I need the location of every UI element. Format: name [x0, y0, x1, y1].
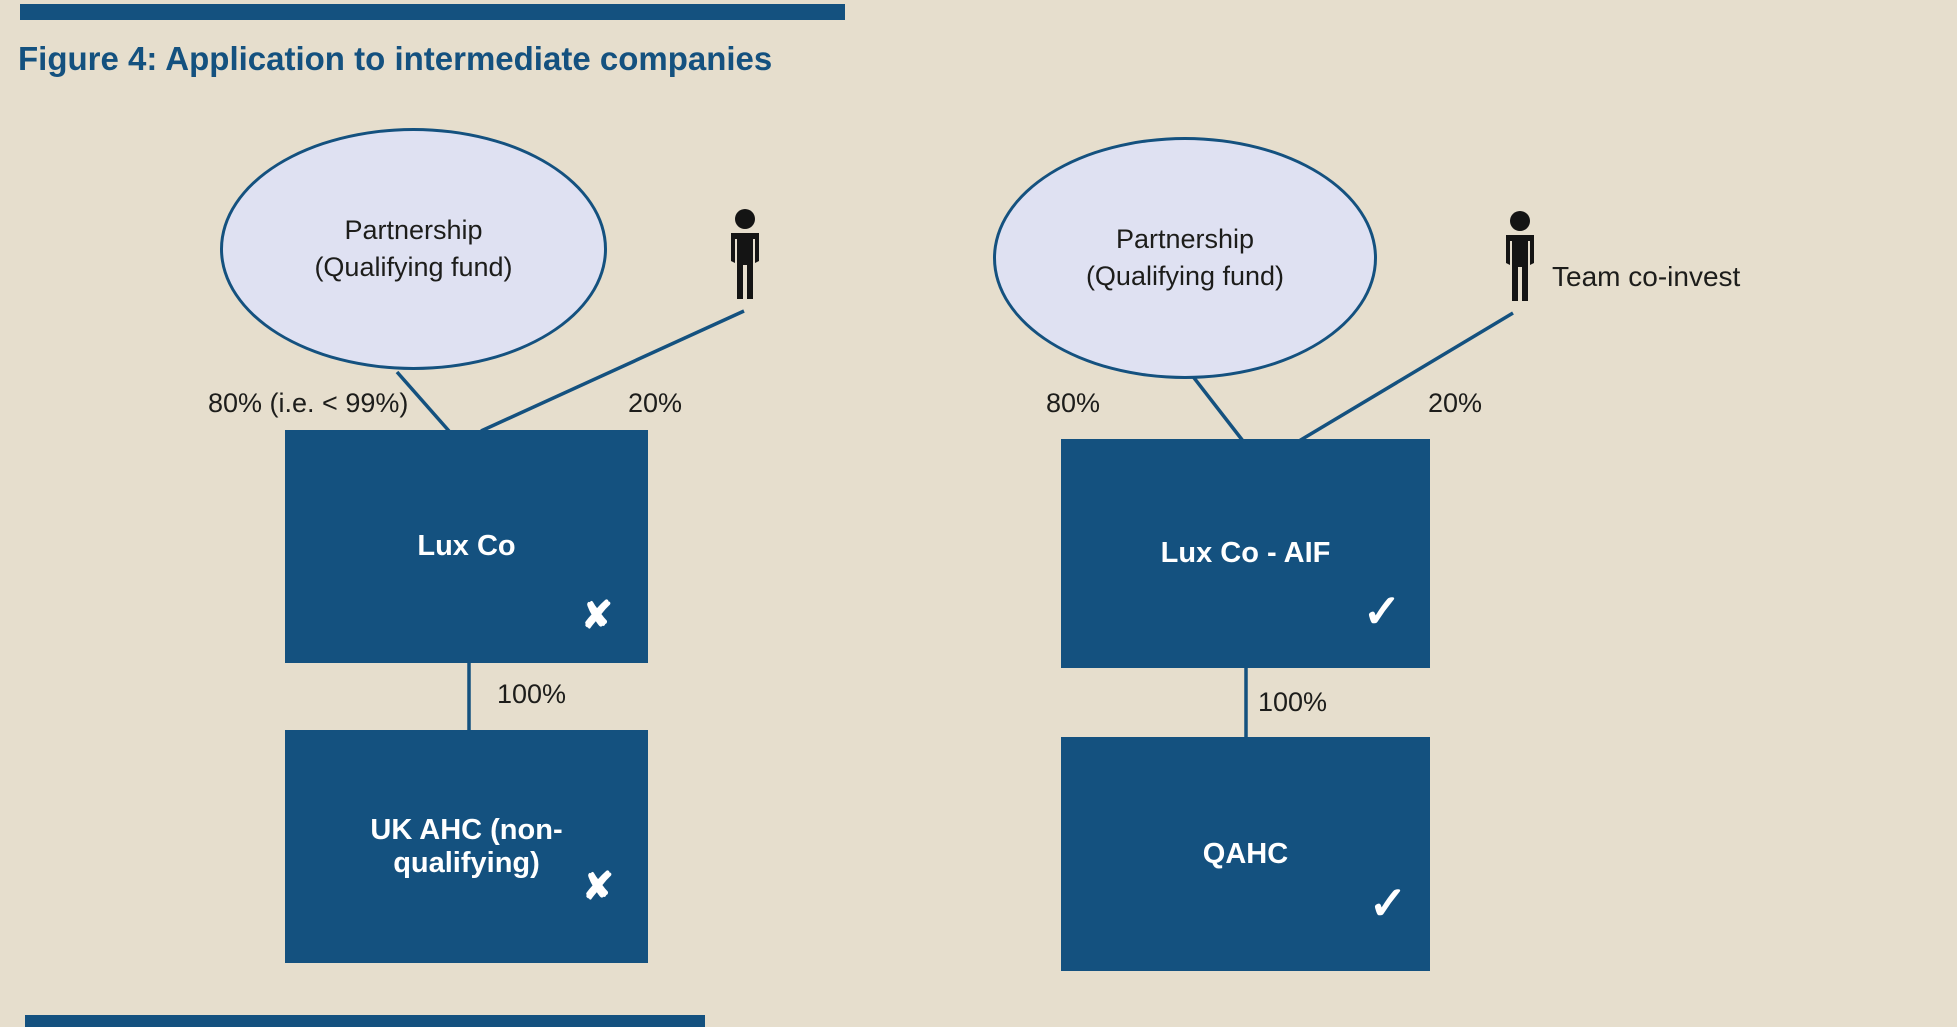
cross-mark-icon: ✘: [582, 866, 614, 908]
right-owner-connector-line: [1189, 372, 1245, 443]
check-mark-icon: ✓: [1368, 877, 1408, 929]
left-coinvest-percentage: 20%: [628, 388, 683, 418]
right-luxco-aif-label: Lux Co - AIF: [1160, 537, 1331, 569]
right-subsidiary-percentage: 100%: [1258, 687, 1328, 717]
left-partnership-label: Partnership (Qualifying fund): [314, 212, 512, 286]
right-partnership-line1: Partnership: [1115, 224, 1255, 254]
left-ukahc-box: UK AHC (non-qualifying) ✘: [285, 730, 648, 963]
right-qahc-label: QAHC: [1202, 837, 1289, 870]
bottom-accent-bar: [25, 1015, 705, 1027]
left-luxco-box: Lux Co ✘: [285, 430, 648, 663]
check-mark-icon: ✓: [1362, 585, 1402, 637]
person-icon: [725, 209, 765, 301]
right-qahc-box: QAHC ✓: [1061, 737, 1430, 971]
right-luxco-aif-box: Lux Co - AIF ✓: [1061, 439, 1430, 668]
left-luxco-label: Lux Co: [417, 530, 516, 562]
right-owner-percentage: 80%: [1046, 388, 1101, 418]
figure-title: Figure 4: Application to intermediate co…: [18, 40, 773, 77]
left-partnership-line1: Partnership: [344, 215, 483, 245]
person-icon: [1500, 211, 1540, 303]
left-ukahc-label: UK AHC (non-qualifying): [370, 813, 563, 879]
left-subsidiary-percentage: 100%: [497, 679, 567, 709]
right-partnership-ellipse: Partnership (Qualifying fund): [993, 137, 1377, 379]
team-coinvest-label: Team co-invest: [1552, 261, 1741, 292]
left-owner-percentage: 80% (i.e. < 99%): [208, 388, 409, 418]
right-coinvest-percentage: 20%: [1428, 388, 1483, 418]
right-partnership-label: Partnership (Qualifying fund): [1086, 221, 1284, 295]
left-partnership-ellipse: Partnership (Qualifying fund): [220, 128, 607, 370]
left-partnership-line2: (Qualifying fund): [314, 252, 513, 282]
cross-mark-icon: ✘: [581, 595, 613, 637]
right-partnership-line2: (Qualifying fund): [1085, 261, 1285, 291]
top-accent-bar: [20, 4, 845, 20]
